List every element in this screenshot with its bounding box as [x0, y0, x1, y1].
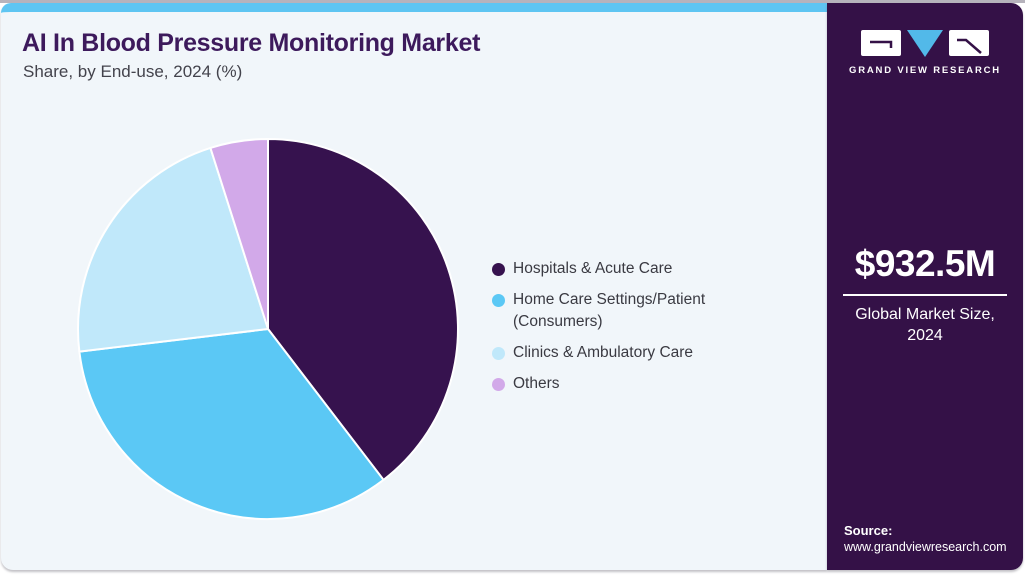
legend-swatch-icon — [492, 294, 505, 307]
market-size-block: $932.5M Global Market Size, 2024 — [827, 243, 1023, 346]
legend-item-home-care: Home Care Settings/Patient (Consumers) — [492, 289, 747, 333]
legend: Hospitals & Acute Care Home Care Setting… — [492, 258, 747, 404]
chart-subtitle: Share, by End-use, 2024 (%) — [23, 62, 243, 81]
market-size-label-line1: Global Market Size, — [855, 306, 995, 323]
pie-slice — [77, 146, 269, 353]
legend-swatch-icon — [492, 378, 505, 391]
legend-label: Home Care Settings/Patient (Consumers) — [513, 291, 706, 330]
top-edge-shadow — [0, 0, 1025, 3]
source-label: Source: — [844, 523, 893, 538]
market-size-label-line2: 2024 — [907, 327, 943, 345]
legend-swatch-icon — [492, 347, 505, 360]
legend-label: Hospitals & Acute Care — [513, 260, 673, 277]
pie-slice — [78, 328, 385, 520]
market-size-value: $932.5M — [854, 243, 996, 284]
brand-logo: GRAND VIEW RESEARCH — [827, 29, 1023, 76]
sidebar: GRAND VIEW RESEARCH $932.5M Global Marke… — [827, 3, 1023, 570]
legend-label: Clinics & Ambulatory Care — [513, 344, 694, 361]
legend-item-hospitals: Hospitals & Acute Care — [492, 258, 747, 280]
legend-item-clinics: Clinics & Ambulatory Care — [492, 342, 747, 364]
pie-slice — [209, 138, 269, 330]
pie-chart — [77, 138, 459, 520]
legend-swatch-icon — [492, 263, 505, 276]
market-size-label: Global Market Size, 2024 — [827, 304, 1023, 346]
legend-label: Others — [513, 375, 560, 392]
gvr-logo-icon — [861, 30, 989, 57]
divider — [843, 294, 1007, 296]
pie-slice — [267, 138, 459, 481]
legend-item-others: Others — [492, 373, 747, 395]
chart-panel: AI In Blood Pressure Monitoring Market S… — [1, 3, 827, 570]
chart-title: AI In Blood Pressure Monitoring Market — [22, 29, 481, 57]
source-block: Source: www.grandviewresearch.com — [844, 523, 1007, 554]
source-url-link[interactable]: www.grandviewresearch.com — [844, 540, 1007, 554]
brand-name: GRAND VIEW RESEARCH — [849, 65, 1001, 76]
